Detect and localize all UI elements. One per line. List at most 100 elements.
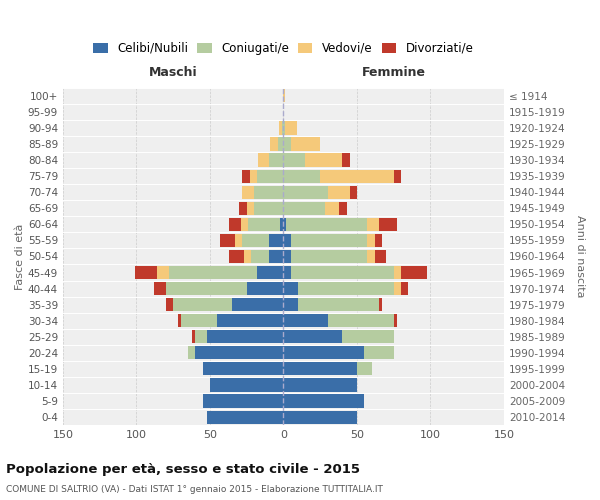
Bar [364,346,394,360]
Bar [283,218,286,231]
Bar [229,250,244,263]
Text: COMUNE DI SALTRIO (VA) - Dati ISTAT 1° gennaio 2015 - Elaborazione TUTTITALIA.IT: COMUNE DI SALTRIO (VA) - Dati ISTAT 1° g… [6,485,383,494]
Bar [254,186,283,199]
Bar [203,362,283,376]
Bar [283,410,357,424]
Bar [350,186,357,199]
Text: Popolazione per età, sesso e stato civile - 2015: Popolazione per età, sesso e stato civil… [6,462,360,475]
Bar [357,362,371,376]
Bar [154,282,166,295]
Bar [328,186,350,199]
Legend: Celibi/Nubili, Coniugati/e, Vedovi/e, Divorziati/e: Celibi/Nubili, Coniugati/e, Vedovi/e, Di… [89,37,478,60]
Bar [305,154,342,166]
Bar [244,250,251,263]
Bar [291,234,367,247]
Bar [291,250,367,263]
Bar [229,218,241,231]
Bar [242,234,269,247]
Bar [283,282,298,295]
Bar [220,234,235,247]
Bar [298,298,379,311]
Y-axis label: Fasce di età: Fasce di età [15,224,25,290]
Bar [401,282,409,295]
Bar [203,394,283,407]
Bar [283,346,364,360]
Bar [328,314,394,328]
Bar [283,202,325,215]
Bar [247,282,283,295]
Bar [173,298,232,311]
Bar [283,266,291,279]
Bar [283,362,357,376]
Bar [283,154,305,166]
Bar [283,298,298,311]
Bar [251,250,269,263]
Bar [259,154,269,166]
Bar [374,250,386,263]
Bar [257,266,283,279]
Bar [217,314,283,328]
Bar [339,202,347,215]
Bar [379,218,397,231]
Bar [188,346,195,360]
Bar [279,122,282,134]
Bar [135,266,157,279]
Bar [394,266,401,279]
Bar [283,378,357,392]
Bar [166,282,247,295]
Bar [283,234,291,247]
Text: Maschi: Maschi [149,66,197,79]
Bar [269,154,283,166]
Bar [374,234,382,247]
Bar [291,138,320,150]
Bar [283,330,342,344]
Bar [239,202,247,215]
Bar [166,298,173,311]
Bar [242,170,250,182]
Bar [270,138,278,150]
Bar [342,330,394,344]
Bar [210,378,283,392]
Bar [283,250,291,263]
Bar [235,234,242,247]
Bar [367,234,374,247]
Bar [242,186,254,199]
Bar [247,202,254,215]
Bar [320,170,394,182]
Bar [178,314,181,328]
Bar [192,330,195,344]
Bar [181,314,217,328]
Bar [169,266,257,279]
Text: Femmine: Femmine [362,66,425,79]
Bar [254,202,283,215]
Bar [286,218,367,231]
Bar [248,218,280,231]
Bar [282,122,283,134]
Bar [367,218,379,231]
Bar [207,410,283,424]
Bar [232,298,283,311]
Bar [250,170,257,182]
Bar [394,282,401,295]
Bar [257,170,283,182]
Bar [325,202,339,215]
Bar [283,314,328,328]
Bar [367,250,374,263]
Bar [283,122,285,134]
Bar [195,330,207,344]
Bar [241,218,248,231]
Bar [285,122,296,134]
Bar [291,266,394,279]
Bar [280,218,283,231]
Bar [283,138,291,150]
Bar [394,170,401,182]
Bar [269,250,283,263]
Bar [298,282,394,295]
Bar [157,266,169,279]
Bar [283,89,285,102]
Y-axis label: Anni di nascita: Anni di nascita [575,215,585,298]
Bar [394,314,397,328]
Bar [342,154,350,166]
Bar [207,330,283,344]
Bar [283,186,328,199]
